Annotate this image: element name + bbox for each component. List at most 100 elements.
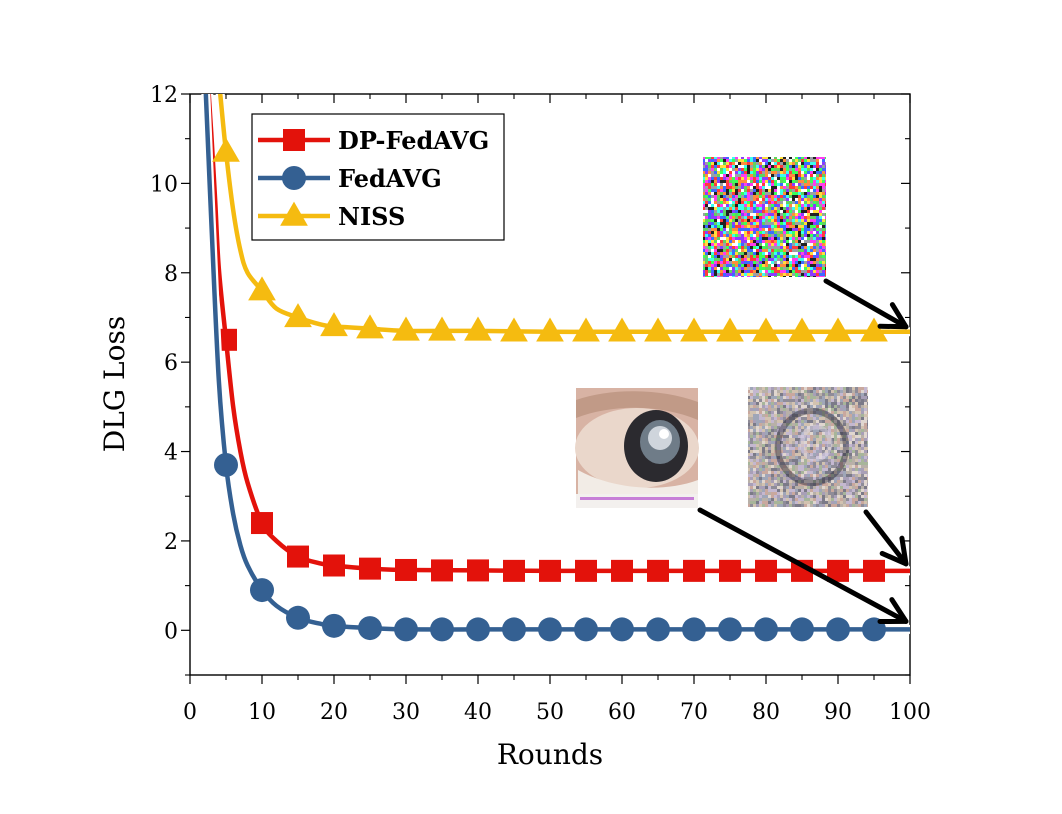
triangle-marker bbox=[212, 137, 240, 162]
square-marker bbox=[251, 512, 273, 535]
triangle-marker bbox=[356, 314, 384, 339]
dp-noise-image bbox=[748, 387, 868, 507]
circle-marker bbox=[286, 605, 310, 630]
circle-marker bbox=[430, 617, 454, 642]
arrow bbox=[823, 278, 909, 330]
series-dp-fedavg bbox=[204, 94, 910, 582]
square-marker bbox=[323, 554, 345, 577]
legend-item: DP-FedAVG bbox=[258, 126, 489, 155]
y-tick-label: 4 bbox=[164, 441, 178, 466]
x-tick-label: 100 bbox=[889, 700, 931, 725]
square-marker bbox=[431, 559, 453, 582]
circle-marker bbox=[646, 617, 670, 642]
triangle-marker bbox=[428, 316, 456, 341]
legend-item: NISS bbox=[258, 201, 405, 231]
circle-marker bbox=[826, 617, 850, 642]
triangle-marker bbox=[572, 317, 600, 342]
legend-label: FedAVG bbox=[338, 164, 442, 193]
x-tick-label: 80 bbox=[752, 700, 780, 725]
thumbnail-images bbox=[575, 157, 868, 508]
x-tick-label: 40 bbox=[464, 700, 492, 725]
legend-label: NISS bbox=[338, 202, 405, 231]
x-tick-label: 10 bbox=[248, 700, 276, 725]
square-marker bbox=[359, 557, 381, 580]
triangle-marker bbox=[716, 317, 744, 342]
square-marker bbox=[683, 559, 705, 582]
square-marker bbox=[647, 559, 669, 582]
triangle-marker bbox=[788, 317, 816, 342]
arrow bbox=[863, 509, 909, 567]
legend-label: DP-FedAVG bbox=[338, 126, 489, 155]
fedavg-eye-image bbox=[575, 388, 699, 508]
square-marker bbox=[863, 559, 885, 582]
series-niss bbox=[212, 94, 910, 342]
circle-marker bbox=[466, 617, 490, 642]
triangle-marker bbox=[500, 317, 528, 342]
triangle-marker bbox=[860, 317, 888, 342]
square-marker bbox=[611, 559, 633, 582]
x-axis-title: Rounds bbox=[497, 738, 603, 771]
circle-marker bbox=[538, 617, 562, 642]
annotation-arrows bbox=[697, 278, 909, 625]
arrow bbox=[697, 507, 909, 625]
triangle-marker bbox=[248, 276, 276, 301]
square-marker bbox=[283, 129, 305, 151]
square-marker bbox=[395, 558, 417, 581]
x-tick-label: 20 bbox=[320, 700, 348, 725]
y-tick-label: 6 bbox=[164, 351, 178, 376]
triangle-marker bbox=[680, 317, 708, 342]
circle-marker bbox=[502, 617, 526, 642]
series-line bbox=[206, 94, 910, 574]
circle-marker bbox=[250, 578, 274, 603]
y-axis-title: DLG Loss bbox=[98, 316, 131, 453]
legend-item: FedAVG bbox=[258, 164, 442, 193]
circle-marker bbox=[322, 613, 346, 638]
x-tick-label: 0 bbox=[183, 700, 197, 725]
triangle-marker bbox=[392, 316, 420, 341]
y-tick-label: 10 bbox=[150, 172, 178, 197]
series-line bbox=[203, 94, 910, 632]
x-tick-label: 50 bbox=[536, 700, 564, 725]
square-marker bbox=[719, 559, 741, 582]
series-fedavg bbox=[201, 94, 910, 642]
triangle-marker bbox=[280, 201, 308, 226]
circle-marker bbox=[574, 617, 598, 642]
y-tick-label: 8 bbox=[164, 262, 178, 287]
square-marker bbox=[827, 559, 849, 582]
square-marker bbox=[503, 559, 525, 582]
x-axis-ticks: 0 10 20 30 40 50 60 70 80 90 100 bbox=[183, 94, 931, 725]
square-marker bbox=[755, 559, 777, 582]
legend: DP-FedAVG FedAVG NISS bbox=[251, 113, 505, 241]
x-tick-label: 90 bbox=[824, 700, 852, 725]
y-axis-ticks: 0 2 4 6 8 10 12 bbox=[150, 83, 910, 676]
circle-marker bbox=[754, 617, 778, 642]
niss-noise-image bbox=[703, 157, 826, 277]
triangle-marker bbox=[608, 317, 636, 342]
x-tick-label: 70 bbox=[680, 700, 708, 725]
circle-marker bbox=[394, 617, 418, 642]
triangle-marker bbox=[320, 312, 348, 337]
square-marker bbox=[287, 545, 309, 568]
square-marker bbox=[575, 559, 597, 582]
circle-marker bbox=[718, 617, 742, 642]
circle-marker bbox=[282, 166, 306, 190]
circle-marker bbox=[358, 616, 382, 641]
y-tick-label: 12 bbox=[150, 83, 178, 108]
y-tick-label: 0 bbox=[164, 619, 178, 644]
triangle-marker bbox=[536, 317, 564, 342]
circle-marker bbox=[790, 617, 814, 642]
square-marker bbox=[539, 559, 561, 582]
series-layer bbox=[201, 94, 910, 642]
triangle-marker bbox=[752, 317, 780, 342]
x-tick-label: 30 bbox=[392, 700, 420, 725]
triangle-marker bbox=[824, 317, 852, 342]
x-tick-label: 60 bbox=[608, 700, 636, 725]
triangle-marker bbox=[464, 316, 492, 341]
circle-marker bbox=[214, 452, 238, 477]
triangle-marker bbox=[284, 303, 312, 328]
circle-marker bbox=[610, 617, 634, 642]
square-marker bbox=[467, 559, 489, 582]
circle-marker bbox=[682, 617, 706, 642]
triangle-marker bbox=[644, 317, 672, 342]
